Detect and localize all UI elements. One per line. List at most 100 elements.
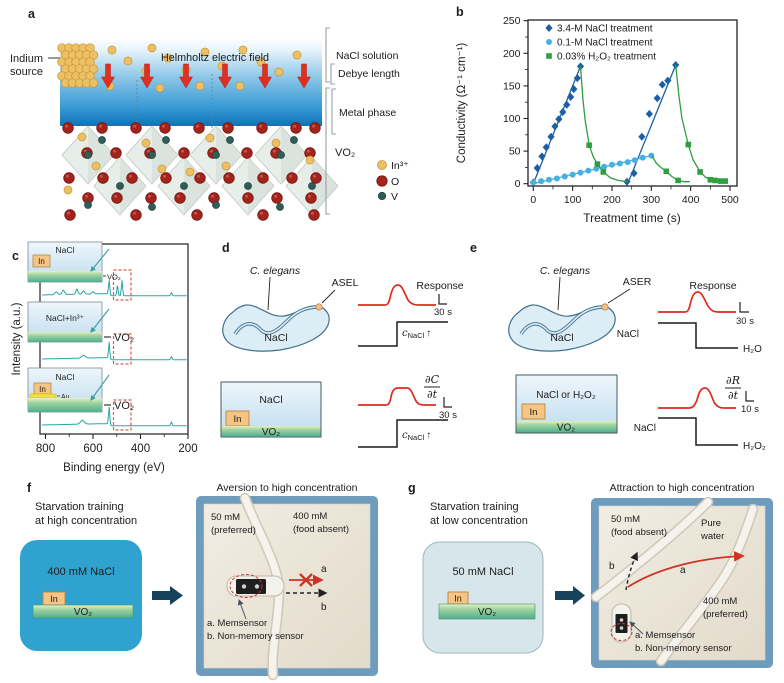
divider-tube-2 xyxy=(657,505,757,665)
inset1-vo2-film xyxy=(28,271,102,282)
vanadium-atom xyxy=(277,151,285,159)
training-beaker: 400 mM NaCl In VO₂ xyxy=(20,540,142,651)
oxygen-atom xyxy=(290,122,302,134)
legend-v-icon xyxy=(377,191,387,201)
oxygen-atom xyxy=(62,122,74,134)
memsensor-schematic: NaCl In VO₂ xyxy=(220,381,322,438)
region-left-label-2: (food absent) xyxy=(611,527,667,538)
region-mid-label-2: water xyxy=(700,531,724,542)
inset2-arrow xyxy=(90,308,110,333)
nacl-solution-band xyxy=(60,38,322,126)
in-ion xyxy=(163,53,173,63)
beaker-in-label: In xyxy=(454,594,462,604)
blocked-x-icon xyxy=(299,573,313,587)
oxygen-atom xyxy=(191,209,203,221)
scale-bottom-label: 10 s xyxy=(741,404,759,415)
region-right-label-2: (food absent) xyxy=(293,524,349,535)
box-solution-label: NaCl xyxy=(259,394,282,406)
plot-box xyxy=(527,19,738,187)
svg-text:0: 0 xyxy=(530,194,536,206)
in-ion-intercalated xyxy=(305,155,315,165)
field-arrow-icon xyxy=(179,63,193,89)
svg-text:200: 200 xyxy=(178,443,197,455)
vanadium-atom xyxy=(98,136,106,144)
beaker-vo2-bar xyxy=(438,603,536,620)
vo2-polyhedron-facet xyxy=(120,157,146,215)
legend-memsensor: a. Memsensor xyxy=(207,618,267,629)
oxygen-atom xyxy=(257,209,269,221)
stimulus-step-bottom xyxy=(358,419,448,448)
panel-label-e: e xyxy=(470,241,477,255)
panel-label-c: c xyxy=(12,249,19,263)
panel-e: e C. elegans ASER NaCl Response 30 s NaC… xyxy=(470,241,766,452)
oxygen-atom xyxy=(63,172,75,184)
training-caption-1: Starvation training xyxy=(35,501,124,513)
svg-text:400: 400 xyxy=(131,443,150,455)
oxygen-atom xyxy=(310,172,322,184)
oxygen-atom xyxy=(223,172,235,184)
in-ion xyxy=(123,56,133,66)
xps-inset-nacl-in3plus: NaCl+In³⁺ VO₂ xyxy=(27,301,134,344)
divider-tube-1 xyxy=(592,498,712,601)
y-axis-label: Intensity (a.u.) xyxy=(11,302,23,375)
box-vo2 xyxy=(221,426,321,437)
experiment-photo: Aversion to high concentration 50 mM (pr… xyxy=(196,482,378,681)
vo2-polyhedron-facet xyxy=(312,157,338,215)
step-bottom-right-label: H₂O₂ xyxy=(743,441,766,452)
legend-o-label: O xyxy=(391,176,399,188)
oxygen-atom xyxy=(193,122,205,134)
oxygen-atom xyxy=(305,192,317,204)
in-ion xyxy=(274,67,284,77)
box-solution-label: NaCl or H₂O₂ xyxy=(536,390,596,401)
svg-text:200: 200 xyxy=(503,48,521,60)
vanadium-atom xyxy=(162,136,170,144)
oxygen-atom xyxy=(178,147,190,159)
xps-inset-nacl-in-au: NaCl In Au VO₂ xyxy=(27,367,134,413)
cnacl-label-top: cNaCl ↑ xyxy=(402,328,431,340)
inset2-vo2-film xyxy=(28,332,102,342)
deriv-denominator: ∂t xyxy=(728,389,739,402)
vanadium-atom xyxy=(244,182,252,190)
in-ion-intercalated xyxy=(77,132,87,142)
worm-pointer xyxy=(267,276,271,311)
worm-pointer xyxy=(557,276,561,311)
xps-traces: 800 600 400 200 Binding energy (eV) Intensity… xyxy=(11,280,198,474)
beaker-high-conc xyxy=(20,540,142,651)
box-in xyxy=(521,403,546,420)
svg-text:200: 200 xyxy=(603,194,621,206)
panel-label-a: a xyxy=(28,7,36,21)
conductivity-chart: 0 100 200 300 400 500 0 50 100 150 200 250 Treatment… xyxy=(456,15,739,225)
vanadium-atom xyxy=(180,182,188,190)
in3d-region-box-3 xyxy=(112,399,132,431)
stimulus-step-bottom xyxy=(658,417,738,446)
vanadium-atom xyxy=(116,182,124,190)
path-b-arrow xyxy=(625,551,638,591)
svg-text:0: 0 xyxy=(515,178,521,190)
training-caption-1: Starvation training xyxy=(430,501,519,513)
aser-label: ASER xyxy=(623,276,652,288)
indium-source-cluster xyxy=(57,43,99,88)
photo-title: Aversion to high concentration xyxy=(216,482,357,494)
vanadium-atom xyxy=(212,151,220,159)
in-ion-intercalated xyxy=(157,164,167,174)
svg-text:0.03% H₂O₂ treatment: 0.03% H₂O₂ treatment xyxy=(557,52,656,63)
svg-text:100: 100 xyxy=(503,113,521,125)
oxygen-atom xyxy=(130,122,142,134)
experiment-photo: Attraction to high concentration 50 mM (… xyxy=(590,482,773,668)
oxygen-atom xyxy=(286,172,298,184)
region-left-label-1: 50 mM xyxy=(611,514,640,525)
response-label: Response xyxy=(689,280,736,292)
oxygen-atom xyxy=(126,172,138,184)
scale-top-label: 30 s xyxy=(736,316,754,327)
legend-nonmemory: b. Non-memory sensor xyxy=(635,643,732,654)
path-a-label: a xyxy=(321,564,327,575)
beaker-in-label: In xyxy=(50,594,58,604)
field-arrow-icon xyxy=(258,63,272,89)
field-arrow-icon xyxy=(140,63,154,89)
bracket-metal-phase xyxy=(331,88,336,135)
x-axis: 800 600 400 200 xyxy=(36,434,198,455)
deriv-denominator: ∂t xyxy=(427,388,438,401)
beaker-vo2-label: VO₂ xyxy=(74,607,92,618)
panel-f: f Starvation training at high concentrat… xyxy=(20,481,378,681)
inset1-in-box xyxy=(32,254,51,268)
